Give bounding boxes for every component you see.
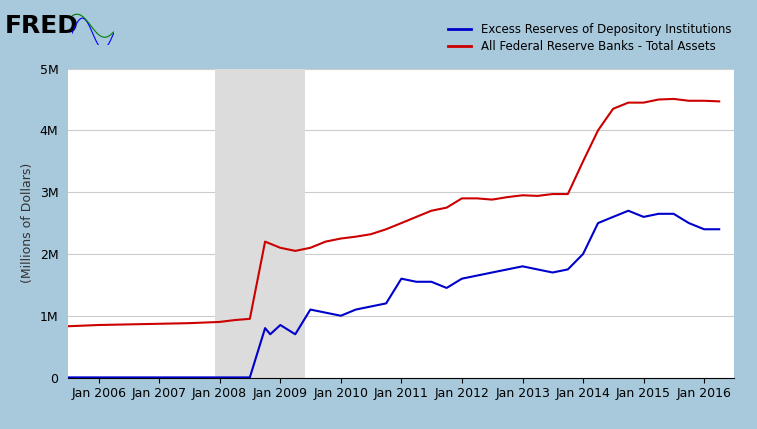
Text: FRED: FRED xyxy=(5,14,79,38)
Y-axis label: (Millions of Dollars): (Millions of Dollars) xyxy=(21,163,34,283)
Legend: Excess Reserves of Depository Institutions, All Federal Reserve Banks - Total As: Excess Reserves of Depository Institutio… xyxy=(443,19,736,58)
Bar xyxy=(214,69,305,378)
